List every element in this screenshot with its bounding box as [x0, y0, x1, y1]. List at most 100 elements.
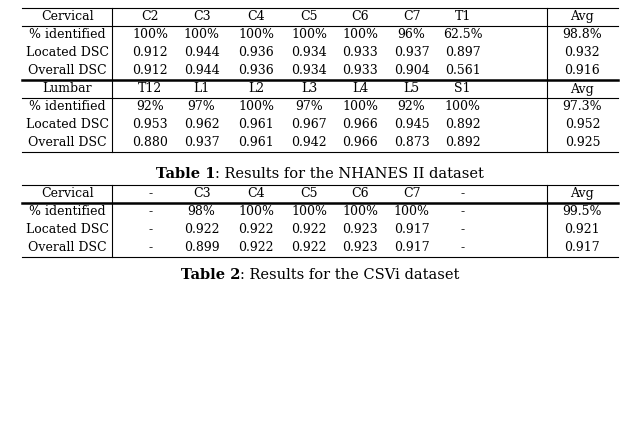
Text: Table 1: Table 1 [156, 167, 215, 181]
Text: Overall DSC: Overall DSC [28, 242, 106, 255]
Text: 100%: 100% [394, 205, 429, 218]
Text: Avg: Avg [570, 11, 595, 24]
Text: Cervical: Cervical [41, 11, 93, 24]
Text: 0.923: 0.923 [342, 242, 378, 255]
Text: 98%: 98% [188, 205, 216, 218]
Text: 0.961: 0.961 [238, 118, 274, 131]
Text: 98.8%: 98.8% [563, 29, 602, 42]
Text: % identified: % identified [29, 101, 106, 114]
Text: Located DSC: Located DSC [26, 46, 109, 59]
Text: 0.944: 0.944 [184, 64, 220, 77]
Text: 0.917: 0.917 [394, 242, 429, 255]
Text: -: - [461, 224, 465, 237]
Text: 0.892: 0.892 [445, 136, 481, 149]
Text: 0.962: 0.962 [184, 118, 220, 131]
Text: 0.961: 0.961 [238, 136, 274, 149]
Text: : Results for the NHANES II dataset: : Results for the NHANES II dataset [215, 167, 484, 181]
Text: C4: C4 [247, 187, 265, 200]
Text: Lumbar: Lumbar [42, 83, 92, 96]
Text: Located DSC: Located DSC [26, 224, 109, 237]
Text: 0.953: 0.953 [132, 118, 168, 131]
Text: 99.5%: 99.5% [563, 205, 602, 218]
Text: 92%: 92% [136, 101, 164, 114]
Text: 0.934: 0.934 [291, 46, 327, 59]
Text: % identified: % identified [29, 29, 106, 42]
Text: 0.917: 0.917 [564, 242, 600, 255]
Text: 0.912: 0.912 [132, 64, 168, 77]
Text: Avg: Avg [570, 83, 595, 96]
Text: Avg: Avg [570, 187, 595, 200]
Text: -: - [461, 187, 465, 200]
Text: 0.922: 0.922 [291, 224, 327, 237]
Text: C5: C5 [300, 187, 318, 200]
Text: C3: C3 [193, 187, 211, 200]
Text: T12: T12 [138, 83, 163, 96]
Text: 0.917: 0.917 [394, 224, 429, 237]
Text: 0.936: 0.936 [238, 64, 274, 77]
Text: L3: L3 [301, 83, 317, 96]
Text: 92%: 92% [397, 101, 426, 114]
Text: 0.952: 0.952 [564, 118, 600, 131]
Text: 100%: 100% [291, 29, 327, 42]
Text: 100%: 100% [238, 205, 274, 218]
Text: 0.923: 0.923 [342, 224, 378, 237]
Text: 0.922: 0.922 [291, 242, 327, 255]
Text: 0.966: 0.966 [342, 118, 378, 131]
Text: 0.937: 0.937 [184, 136, 220, 149]
Text: 0.921: 0.921 [564, 224, 600, 237]
Text: 100%: 100% [184, 29, 220, 42]
Text: : Results for the CSVi dataset: : Results for the CSVi dataset [240, 268, 460, 282]
Text: C7: C7 [403, 11, 420, 24]
Text: % identified: % identified [29, 205, 106, 218]
Text: 0.897: 0.897 [445, 46, 481, 59]
Text: 0.873: 0.873 [394, 136, 429, 149]
Text: Table 2: Table 2 [180, 268, 240, 282]
Text: L2: L2 [248, 83, 264, 96]
Text: 0.892: 0.892 [445, 118, 481, 131]
Text: 97%: 97% [188, 101, 216, 114]
Text: 0.934: 0.934 [291, 64, 327, 77]
Text: 0.937: 0.937 [394, 46, 429, 59]
Text: C2: C2 [141, 11, 159, 24]
Text: 0.966: 0.966 [342, 136, 378, 149]
Text: 0.944: 0.944 [184, 46, 220, 59]
Text: 0.945: 0.945 [394, 118, 429, 131]
Text: Located DSC: Located DSC [26, 118, 109, 131]
Text: -: - [148, 242, 152, 255]
Text: 0.561: 0.561 [445, 64, 481, 77]
Text: L4: L4 [352, 83, 369, 96]
Text: 0.916: 0.916 [564, 64, 600, 77]
Text: T1: T1 [454, 11, 471, 24]
Text: C5: C5 [300, 11, 318, 24]
Text: 0.933: 0.933 [342, 64, 378, 77]
Text: C6: C6 [351, 187, 369, 200]
Text: 0.942: 0.942 [291, 136, 327, 149]
Text: Overall DSC: Overall DSC [28, 136, 106, 149]
Text: 0.899: 0.899 [184, 242, 220, 255]
Text: 0.967: 0.967 [291, 118, 327, 131]
Text: -: - [148, 187, 152, 200]
Text: S1: S1 [454, 83, 471, 96]
Text: C6: C6 [351, 11, 369, 24]
Text: Cervical: Cervical [41, 187, 93, 200]
Text: -: - [148, 205, 152, 218]
Text: 100%: 100% [132, 29, 168, 42]
Text: 100%: 100% [342, 101, 378, 114]
Text: 62.5%: 62.5% [443, 29, 483, 42]
Text: 96%: 96% [397, 29, 426, 42]
Text: 0.912: 0.912 [132, 46, 168, 59]
Text: 0.933: 0.933 [342, 46, 378, 59]
Text: 100%: 100% [238, 29, 274, 42]
Text: L5: L5 [403, 83, 420, 96]
Text: 0.932: 0.932 [564, 46, 600, 59]
Text: 0.936: 0.936 [238, 46, 274, 59]
Text: 0.904: 0.904 [394, 64, 429, 77]
Text: 97%: 97% [295, 101, 323, 114]
Text: -: - [461, 205, 465, 218]
Text: Overall DSC: Overall DSC [28, 64, 106, 77]
Text: 0.922: 0.922 [238, 224, 274, 237]
Text: 100%: 100% [342, 205, 378, 218]
Text: 100%: 100% [291, 205, 327, 218]
Text: 0.925: 0.925 [564, 136, 600, 149]
Text: C4: C4 [247, 11, 265, 24]
